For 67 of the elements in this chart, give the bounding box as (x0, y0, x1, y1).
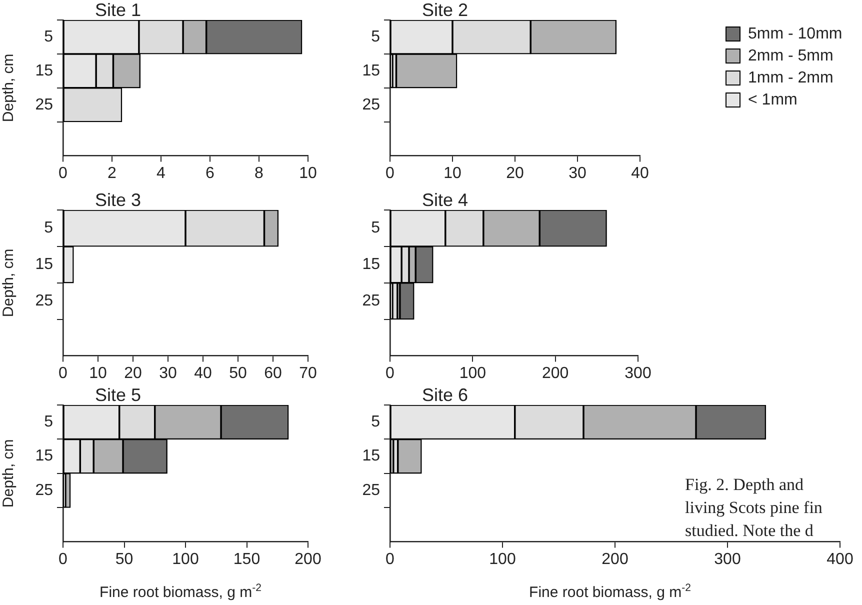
chart-title: Site 1 (94, 0, 142, 20)
y-axis-title: Depth, cm (0, 439, 18, 508)
y-tick-label: 25 (35, 482, 54, 499)
x-tick-label: 40 (631, 164, 649, 182)
y-tick-label: 15 (35, 448, 54, 465)
x-tick-label: 200 (602, 550, 628, 568)
x-tick-label: 10 (89, 364, 107, 382)
y-tick-label: 15 (35, 62, 54, 80)
chart-title: Site 2 (422, 0, 468, 20)
annotation: Fig. 2. Depth and (685, 474, 805, 496)
x-tick-label: 0 (386, 550, 395, 568)
x-tick-label: 200 (542, 364, 569, 382)
x-tick-label: 100 (459, 364, 486, 382)
x-tick-label: 100 (489, 550, 516, 568)
x-tick-label: 0 (58, 364, 68, 382)
annotation: living Scots pine fin (685, 497, 822, 519)
chart-title: Site 5 (94, 385, 142, 405)
x-tick-label: 400 (826, 550, 854, 568)
x-tick-label: 60 (264, 364, 282, 382)
y-axis-title: Depth, cm (0, 248, 18, 318)
y-tick-label: 5 (44, 220, 54, 237)
y-tick-label: 5 (44, 414, 54, 431)
y-tick-label: 25 (362, 96, 380, 114)
x-tick-label: 300 (624, 364, 652, 382)
y-tick-label: 25 (362, 292, 380, 310)
legend-label: < 1mm (748, 91, 798, 108)
x-tick-label: 300 (714, 550, 741, 568)
annotation: studied. Note the d (685, 520, 814, 542)
x-tick-label: 200 (294, 550, 322, 568)
x-tick-label: 70 (299, 364, 317, 382)
x-tick-label: 8 (254, 164, 264, 182)
x-tick-label: 50 (229, 364, 247, 382)
y-tick-label: 25 (35, 96, 54, 114)
x-tick-label: 150 (233, 550, 260, 568)
x-tick-label: 40 (194, 364, 212, 382)
x-tick-label: 0 (58, 550, 68, 568)
x-tick-label: 0 (386, 164, 395, 182)
x-tick-label: 50 (115, 550, 134, 568)
y-axis-title: Depth, cm (0, 54, 18, 122)
x-tick-label: 0 (386, 364, 395, 382)
x-tick-label: 100 (172, 550, 199, 568)
x-tick-label: 10 (444, 164, 462, 182)
y-tick-label: 15 (35, 256, 54, 274)
x-tick-label: 6 (206, 164, 215, 182)
x-tick-label: 4 (156, 164, 166, 182)
y-tick-label: 5 (44, 28, 54, 46)
chart-title: Site 4 (422, 190, 468, 210)
y-tick-label: 5 (371, 28, 380, 46)
x-tick-label: 2 (108, 164, 117, 182)
legend-label: 5mm - 10mm (748, 25, 842, 42)
legend-label: 2mm - 5mm (748, 47, 834, 64)
x-tick-label: 30 (568, 164, 586, 182)
x-tick-label: 30 (159, 364, 177, 382)
legend-label: 1mm - 2mm (748, 69, 834, 86)
y-tick-label: 15 (362, 448, 380, 465)
x-tick-label: 20 (124, 364, 142, 382)
y-tick-label: 15 (362, 62, 380, 80)
x-tick-label: 10 (299, 164, 317, 182)
y-tick-label: 5 (371, 220, 380, 237)
y-tick-label: 25 (35, 292, 54, 310)
y-tick-label: 15 (362, 256, 380, 274)
chart-title: Site 6 (422, 385, 468, 405)
y-tick-label: 5 (371, 414, 380, 431)
y-tick-label: 25 (362, 482, 380, 499)
x-tick-label: 20 (506, 164, 524, 182)
chart-title: Site 3 (94, 190, 142, 210)
x-tick-label: 0 (58, 164, 68, 182)
